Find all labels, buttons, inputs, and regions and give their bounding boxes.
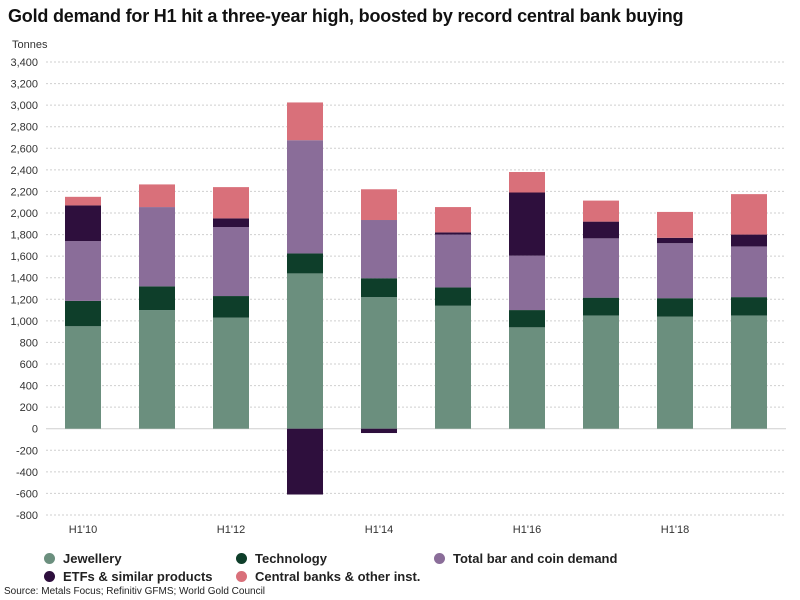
bar-segment-technology-5 — [435, 287, 471, 306]
y-tick-label: -200 — [16, 445, 38, 457]
bar-segment-central-banks-other-inst--1 — [139, 184, 175, 208]
y-tick-label: 1,800 — [10, 230, 38, 242]
legend-item-total-bar-and-coin-demand: Total bar and coin demand — [434, 550, 654, 566]
bar-segment-central-banks-other-inst--2 — [213, 187, 249, 219]
bar-segment-total-bar-and-coin-demand-0 — [65, 241, 101, 301]
bar-segment-technology-3 — [287, 253, 323, 274]
source-note: Source: Metals Focus; Refinitiv GFMS; Wo… — [4, 586, 266, 597]
bar-segment-jewellery-5 — [435, 305, 471, 429]
y-tick-label: 1,000 — [10, 316, 38, 328]
legend-label: Total bar and coin demand — [453, 550, 618, 566]
bar-segment-etfs-similar-products-0 — [65, 205, 101, 242]
bar-segment-central-banks-other-inst--8 — [657, 211, 693, 238]
legend-item-jewellery: Jewellery — [44, 550, 236, 566]
y-tick-label: 3,200 — [10, 79, 38, 91]
legend-item-central-banks-other-inst-: Central banks & other inst. — [236, 568, 434, 584]
stacked-bar-chart: 3,400 3,200 3,000 2,800 2,600 2,400 2,200 2,000… — [10, 39, 786, 536]
bar-segment-central-banks-other-inst--7 — [583, 200, 619, 222]
bar-segment-technology-9 — [731, 297, 767, 316]
bar-segment-jewellery-4 — [361, 297, 397, 429]
bar-segment-total-bar-and-coin-demand-8 — [657, 243, 693, 299]
y-axis-ticks: 3,400 3,200 3,000 2,800 2,600 2,400 2,200 2,000… — [10, 57, 38, 522]
bar-segment-jewellery-9 — [731, 315, 767, 429]
bar-segment-total-bar-and-coin-demand-7 — [583, 238, 619, 298]
legend-swatch — [236, 552, 247, 564]
bar-segment-central-banks-other-inst--9 — [731, 194, 767, 235]
y-tick-label: 1,200 — [10, 294, 38, 306]
bar-segment-jewellery-8 — [657, 316, 693, 429]
y-tick-label: 400 — [20, 381, 38, 393]
legend-swatch — [434, 552, 445, 564]
y-tick-label: -800 — [16, 510, 38, 522]
bar-segment-total-bar-and-coin-demand-4 — [361, 220, 397, 279]
bar-segment-technology-0 — [65, 300, 101, 327]
bar-segment-jewellery-0 — [65, 326, 101, 429]
x-tick-label: H1'10 — [69, 524, 97, 536]
legend-item-etfs-similar-products: ETFs & similar products — [44, 568, 236, 584]
bar-segment-central-banks-other-inst--6 — [509, 172, 545, 193]
legend-label: ETFs & similar products — [63, 568, 213, 584]
y-tick-label: 2,600 — [10, 143, 38, 155]
y-tick-label: 3,400 — [10, 57, 38, 69]
bar-segment-etfs-similar-products-6 — [509, 192, 545, 256]
bar-segment-technology-1 — [139, 286, 175, 311]
bar-segment-etfs-similar-products-9 — [731, 234, 767, 247]
y-tick-label: -600 — [16, 488, 38, 500]
bar-segment-etfs-similar-products-3 — [287, 428, 323, 495]
bar-segment-total-bar-and-coin-demand-2 — [213, 227, 249, 297]
bar-segment-central-banks-other-inst--0 — [65, 196, 101, 206]
y-tick-label: 800 — [20, 337, 38, 349]
legend-item-technology: Technology — [236, 550, 434, 566]
bar-segment-technology-6 — [509, 310, 545, 328]
legend-label: Jewellery — [63, 550, 122, 566]
y-tick-label: 2,000 — [10, 208, 38, 220]
bar-segment-jewellery-7 — [583, 315, 619, 429]
bar-segment-etfs-similar-products-5 — [435, 232, 471, 235]
bar-segment-jewellery-1 — [139, 310, 175, 429]
x-tick-label: H1'14 — [365, 524, 393, 536]
bar-segment-total-bar-and-coin-demand-1 — [139, 207, 175, 287]
y-tick-label: 1,400 — [10, 273, 38, 285]
bar-segment-etfs-similar-products-4 — [361, 428, 397, 434]
y-tick-label: 3,000 — [10, 100, 38, 112]
bar-segment-central-banks-other-inst--5 — [435, 207, 471, 233]
y-tick-label: 2,800 — [10, 122, 38, 134]
bar-segment-etfs-similar-products-7 — [583, 221, 619, 239]
x-axis-ticks: H1'10 H1'12 H1'14 H1'16 H1'18 — [69, 524, 689, 536]
bar-segment-technology-4 — [361, 278, 397, 298]
y-tick-label: 2,400 — [10, 165, 38, 177]
y-tick-label: 0 — [32, 424, 38, 436]
bar-segment-central-banks-other-inst--4 — [361, 189, 397, 221]
bar-segment-total-bar-and-coin-demand-5 — [435, 234, 471, 288]
bar-segment-jewellery-6 — [509, 327, 545, 429]
y-tick-label: 200 — [20, 402, 38, 414]
legend: Jewellery Technology Total bar and coin de… — [44, 550, 664, 584]
bar-segment-jewellery-3 — [287, 273, 323, 429]
x-tick-label: H1'12 — [217, 524, 245, 536]
bar-segment-technology-2 — [213, 296, 249, 318]
bar-segment-total-bar-and-coin-demand-3 — [287, 140, 323, 254]
bar-segment-jewellery-2 — [213, 317, 249, 429]
bar-segment-central-banks-other-inst--3 — [287, 102, 323, 141]
legend-swatch — [236, 570, 247, 582]
y-tick-label: 600 — [20, 359, 38, 371]
y-tick-label: 2,200 — [10, 186, 38, 198]
bar-segment-total-bar-and-coin-demand-9 — [731, 246, 767, 298]
y-tick-label: -400 — [16, 467, 38, 479]
x-tick-label: H1'18 — [661, 524, 689, 536]
y-axis-unit-label: Tonnes — [12, 39, 48, 51]
bar-segment-total-bar-and-coin-demand-6 — [509, 255, 545, 311]
bar-segment-technology-8 — [657, 298, 693, 317]
x-tick-label: H1'16 — [513, 524, 541, 536]
bar-segment-etfs-similar-products-2 — [213, 218, 249, 228]
bar-segment-etfs-similar-products-8 — [657, 237, 693, 244]
legend-label: Technology — [255, 550, 327, 566]
chart-title: Gold demand for H1 hit a three-year high… — [8, 6, 684, 26]
legend-swatch — [44, 570, 55, 582]
bar-segment-technology-7 — [583, 297, 619, 316]
bars — [65, 102, 767, 495]
legend-label: Central banks & other inst. — [255, 568, 421, 584]
legend-swatch — [44, 552, 55, 564]
y-tick-label: 1,600 — [10, 251, 38, 263]
